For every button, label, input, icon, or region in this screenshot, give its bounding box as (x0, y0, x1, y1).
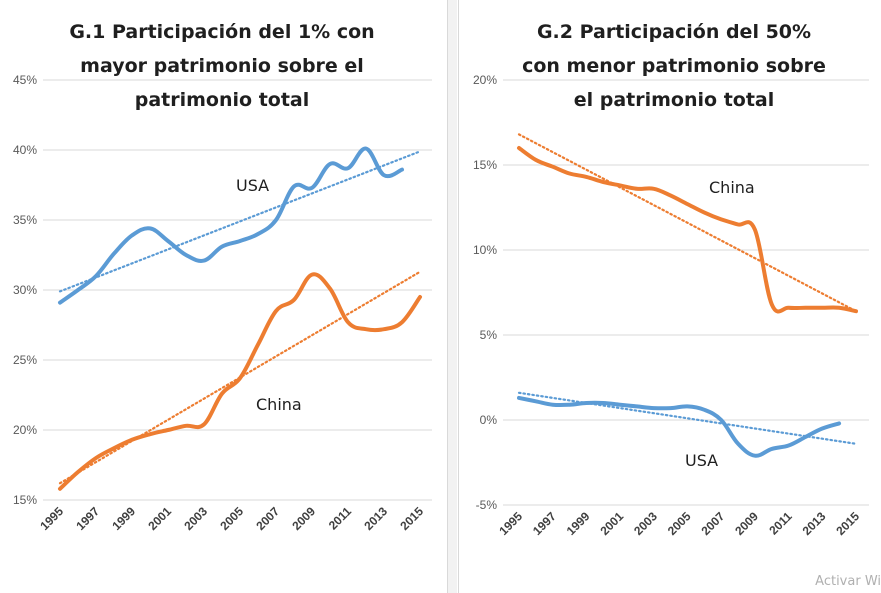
x-tick-label: 1995 (496, 509, 525, 538)
chart-title-line: con menor patrimonio sobre (522, 55, 826, 77)
y-tick-label: 10% (473, 243, 497, 257)
series-line-usa (517, 395, 842, 458)
x-tick-label: 2007 (699, 509, 728, 538)
y-tick-label: 35% (13, 213, 37, 227)
y-tick-label: 25% (13, 353, 37, 367)
series-line-china (58, 272, 422, 491)
x-tick-label: 2015 (833, 509, 862, 538)
chart-title-line: G.2 Participación del 50% (537, 21, 811, 43)
chart-g1-svg: 15%20%25%30%35%40%45%1995 1997 1999 2001 200… (13, 21, 432, 533)
x-tick-label: 2009 (289, 504, 318, 533)
panel-divider (448, 0, 457, 593)
y-tick-label: 45% (13, 73, 37, 87)
series-line-usa (58, 146, 404, 305)
x-tick-label: 2007 (253, 504, 282, 533)
y-tick-label: 30% (13, 283, 37, 297)
x-tick-label: 2013 (800, 509, 829, 538)
x-tick-label: 1999 (564, 509, 593, 538)
trendline-china (517, 133, 858, 313)
series-line-china (517, 146, 858, 314)
x-tick-label: 2003 (181, 504, 210, 533)
x-tick-label: 2011 (326, 504, 355, 533)
chart-title-line: patrimonio total (135, 89, 310, 111)
trendline-usa (58, 150, 422, 293)
trendline-usa (517, 391, 858, 445)
series-label-usa: USA (685, 451, 718, 470)
y-tick-label: 40% (13, 143, 37, 157)
y-tick-label: 15% (13, 493, 37, 507)
x-tick-label: 2011 (766, 509, 795, 538)
x-tick-label: 2001 (145, 504, 174, 533)
y-tick-label: 20% (13, 423, 37, 437)
y-tick-label: 5% (480, 328, 498, 342)
x-tick-label: 1995 (37, 504, 66, 533)
y-tick-label: -5% (476, 498, 498, 512)
x-tick-label: 2005 (217, 504, 246, 533)
chart-title-line: G.1 Participación del 1% con (69, 21, 374, 43)
x-tick-label: 2009 (732, 509, 761, 538)
x-tick-label: 1997 (73, 504, 102, 533)
y-tick-label: 15% (473, 158, 497, 172)
chart-g2-svg: -5% 0% 5% 10% 15% 20% 1995 1997 1999 2001 2003 2005… (473, 21, 869, 538)
x-tick-label: 2015 (397, 504, 426, 533)
series-label-china: China (709, 178, 755, 197)
x-tick-label: 2005 (665, 509, 694, 538)
chart-title-line: el patrimonio total (574, 89, 775, 111)
windows-activation-watermark: Activar Wi (815, 574, 881, 589)
y-tick-label: 20% (473, 73, 497, 87)
x-tick-label: 2003 (631, 509, 660, 538)
x-tick-label: 2013 (361, 504, 390, 533)
x-tick-label: 1997 (530, 509, 559, 538)
chart-panel-g2: -5% 0% 5% 10% 15% 20% 1995 1997 1999 2001 2003 2005… (458, 0, 881, 593)
y-tick-label: 0% (480, 413, 498, 427)
chart-title-line: mayor patrimonio sobre el (80, 55, 364, 77)
x-tick-label: 1999 (109, 504, 138, 533)
series-label-usa: USA (236, 176, 269, 195)
x-tick-label: 2001 (597, 509, 626, 538)
series-label-china: China (256, 395, 302, 414)
chart-panel-g1: 15% 20% 25% 30% 35% 40% 45% 1995 1997 1999 2001 200… (12, 0, 448, 593)
